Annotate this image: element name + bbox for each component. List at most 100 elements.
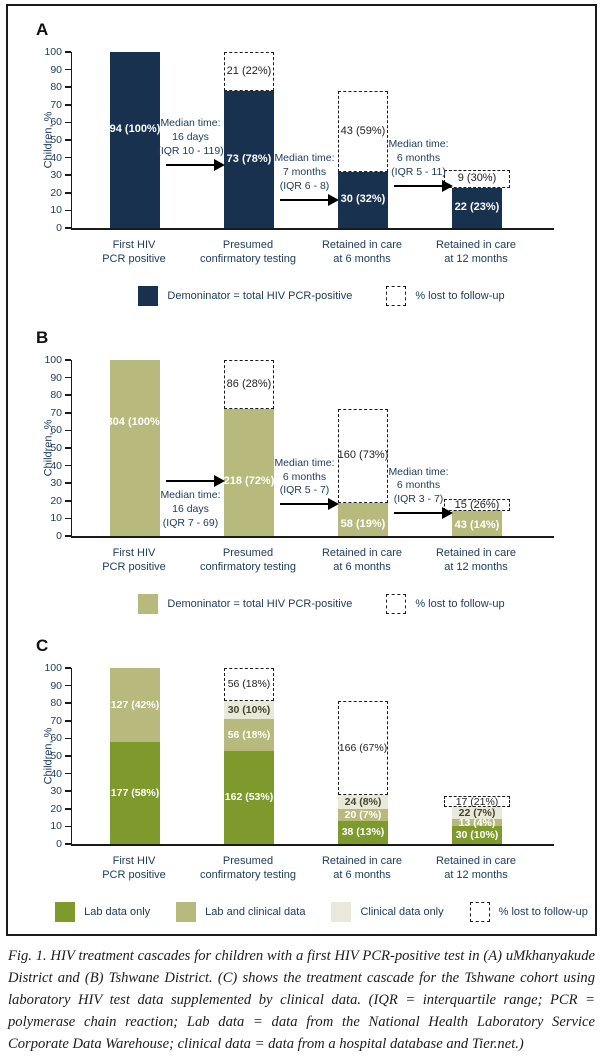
y-tick-label: 10: [50, 820, 62, 833]
category-label-line: First HIV: [112, 855, 156, 867]
category-label: First HIV PCR positive: [64, 854, 204, 883]
lost-value-label: 43 (59%): [340, 124, 386, 137]
bar-segment: 30 (10%): [452, 826, 502, 844]
legend-label: Lab data only: [84, 906, 151, 918]
legend-item: % lost to follow-up: [469, 902, 588, 922]
lost-value-label: 21 (22%): [226, 64, 272, 77]
median-time-line: Median time:: [160, 117, 221, 130]
legend-label: Lab and clinical data: [205, 906, 306, 918]
lost-to-follow-up-box: 86 (28%): [224, 360, 274, 410]
plot-area: 0 10 20 30 40 50 60 70 80 90 100 Children, % 94 (100…: [42, 47, 554, 233]
y-tick-mark: [65, 447, 71, 449]
bar-segment: 22 (23%): [452, 187, 502, 228]
bar-value-label: 22 (7%): [458, 806, 496, 819]
olive-swatch-icon: [138, 594, 159, 614]
median-time-text: Median time: 16 days (IQR 7 - 69): [129, 489, 253, 531]
bar-segment: 304 (100%): [107, 360, 163, 536]
olive-swatch-icon: [176, 902, 197, 922]
arrow: [394, 179, 453, 192]
category-row: First HIV PCR positive Presumed confirmator…: [71, 238, 553, 274]
y-tick-mark: [65, 51, 71, 53]
category-label-line: at 12 months: [444, 253, 508, 266]
bar-segment: 43 (14%): [452, 511, 502, 536]
lost-value-label: 166 (67%): [338, 741, 388, 754]
legend-label: Clinical data only: [360, 906, 444, 918]
chart-panel-b: B 0 10 20 30 40 50 60 70 80 90 100 Children, % 304 (1…: [14, 328, 589, 614]
bar-value-label: 30 (10%): [227, 703, 271, 716]
y-axis-title: Children, %: [42, 111, 55, 169]
category-label-line: Retained in care: [321, 547, 403, 559]
category-label-line: Presumed: [222, 547, 274, 559]
y-tick-label: 30: [50, 169, 62, 182]
bar-value-label: 162 (53%): [224, 791, 274, 804]
category-label-line: confirmatory testing: [200, 869, 296, 882]
bar-segment: 13 (4%): [452, 816, 502, 829]
y-tick-label: 100: [44, 662, 62, 674]
y-tick-label: 90: [50, 679, 62, 692]
y-tick-label: 70: [50, 98, 62, 111]
arrow: [166, 475, 225, 488]
y-tick-mark: [65, 464, 71, 467]
category-label-line: Retained in care: [321, 855, 403, 867]
category-label-line: at 6 months: [333, 869, 391, 882]
y-tick-mark: [65, 156, 71, 159]
lost-to-follow-up-box: 21 (22%): [224, 52, 274, 91]
y-tick-label: 0: [56, 222, 62, 234]
category-label-line: at 12 months: [444, 869, 508, 882]
category-label: Retained in care at 6 months: [292, 238, 432, 267]
y-tick-label: 50: [50, 750, 62, 762]
arrow: [280, 498, 339, 511]
bar-value-label: 13 (4%): [458, 816, 496, 829]
y-tick-mark: [65, 429, 71, 432]
lost-value-label: 15 (26%): [454, 498, 500, 511]
y-tick-mark: [65, 843, 71, 845]
category-label: Retained in care at 12 months: [406, 854, 546, 883]
median-time-line: 16 days: [172, 130, 209, 143]
lost-value-label: 86 (28%): [226, 378, 272, 391]
category-label: First HIV PCR positive: [64, 238, 204, 267]
y-tick-mark: [65, 535, 71, 537]
y-tick-mark: [65, 359, 71, 361]
y-tick-mark: [65, 192, 71, 194]
bar-value-label: 304 (100%): [106, 415, 164, 428]
y-tick-label: 30: [50, 785, 62, 798]
category-label-line: Retained in care: [435, 855, 517, 867]
category-label-line: at 6 months: [333, 561, 391, 574]
legend-item: Clinical data only: [331, 902, 444, 922]
arrow-head-icon: [442, 179, 453, 192]
median-time-line: Median time:: [388, 138, 449, 151]
category-label-line: PCR positive: [102, 253, 166, 266]
bar-segment: 58 (19%): [338, 502, 388, 536]
median-time-line: 16 days: [172, 503, 209, 516]
lost-to-follow-up-box: 15 (26%): [444, 498, 510, 512]
y-tick-mark: [65, 174, 71, 176]
legend: Demoninator = total HIV PCR-positive % lo…: [54, 594, 589, 614]
y-tick-label: 0: [56, 530, 62, 542]
category-label: Retained in care at 12 months: [406, 546, 546, 575]
y-tick-mark: [65, 702, 71, 704]
y-tick-mark: [65, 68, 71, 71]
y-tick-label: 40: [50, 151, 62, 164]
y-tick-label: 100: [44, 354, 62, 366]
legend-label: Demoninator = total HIV PCR-positive: [167, 598, 353, 610]
y-tick-mark: [65, 500, 71, 502]
legend-label: % lost to follow-up: [415, 598, 505, 610]
bar-segment: 22 (7%): [452, 806, 502, 820]
legend-item: Lab data only: [55, 902, 150, 922]
plot-area: 0 10 20 30 40 50 60 70 80 90 100 Children, % 304 (10…: [42, 355, 554, 541]
category-label-line: Presumed: [222, 855, 274, 867]
bar-segment: 162 (53%): [224, 750, 274, 844]
category-label: Retained in care at 6 months: [292, 854, 432, 883]
y-tick-label: 40: [50, 459, 62, 472]
y-tick-label: 60: [50, 116, 62, 129]
y-tick-mark: [65, 139, 71, 141]
legend-label: % lost to follow-up: [415, 290, 505, 302]
bar-value-label: 56 (18%): [227, 728, 271, 741]
y-tick-label: 70: [50, 714, 62, 727]
y-tick-label: 90: [50, 371, 62, 384]
bar-segment: 30 (32%): [338, 171, 388, 228]
arrow-head-icon: [214, 158, 225, 171]
legend: Demoninator = total HIV PCR-positive % lo…: [54, 286, 589, 306]
bar-value-label: 177 (58%): [110, 786, 160, 799]
bar-segment: 94 (100%): [110, 52, 160, 228]
